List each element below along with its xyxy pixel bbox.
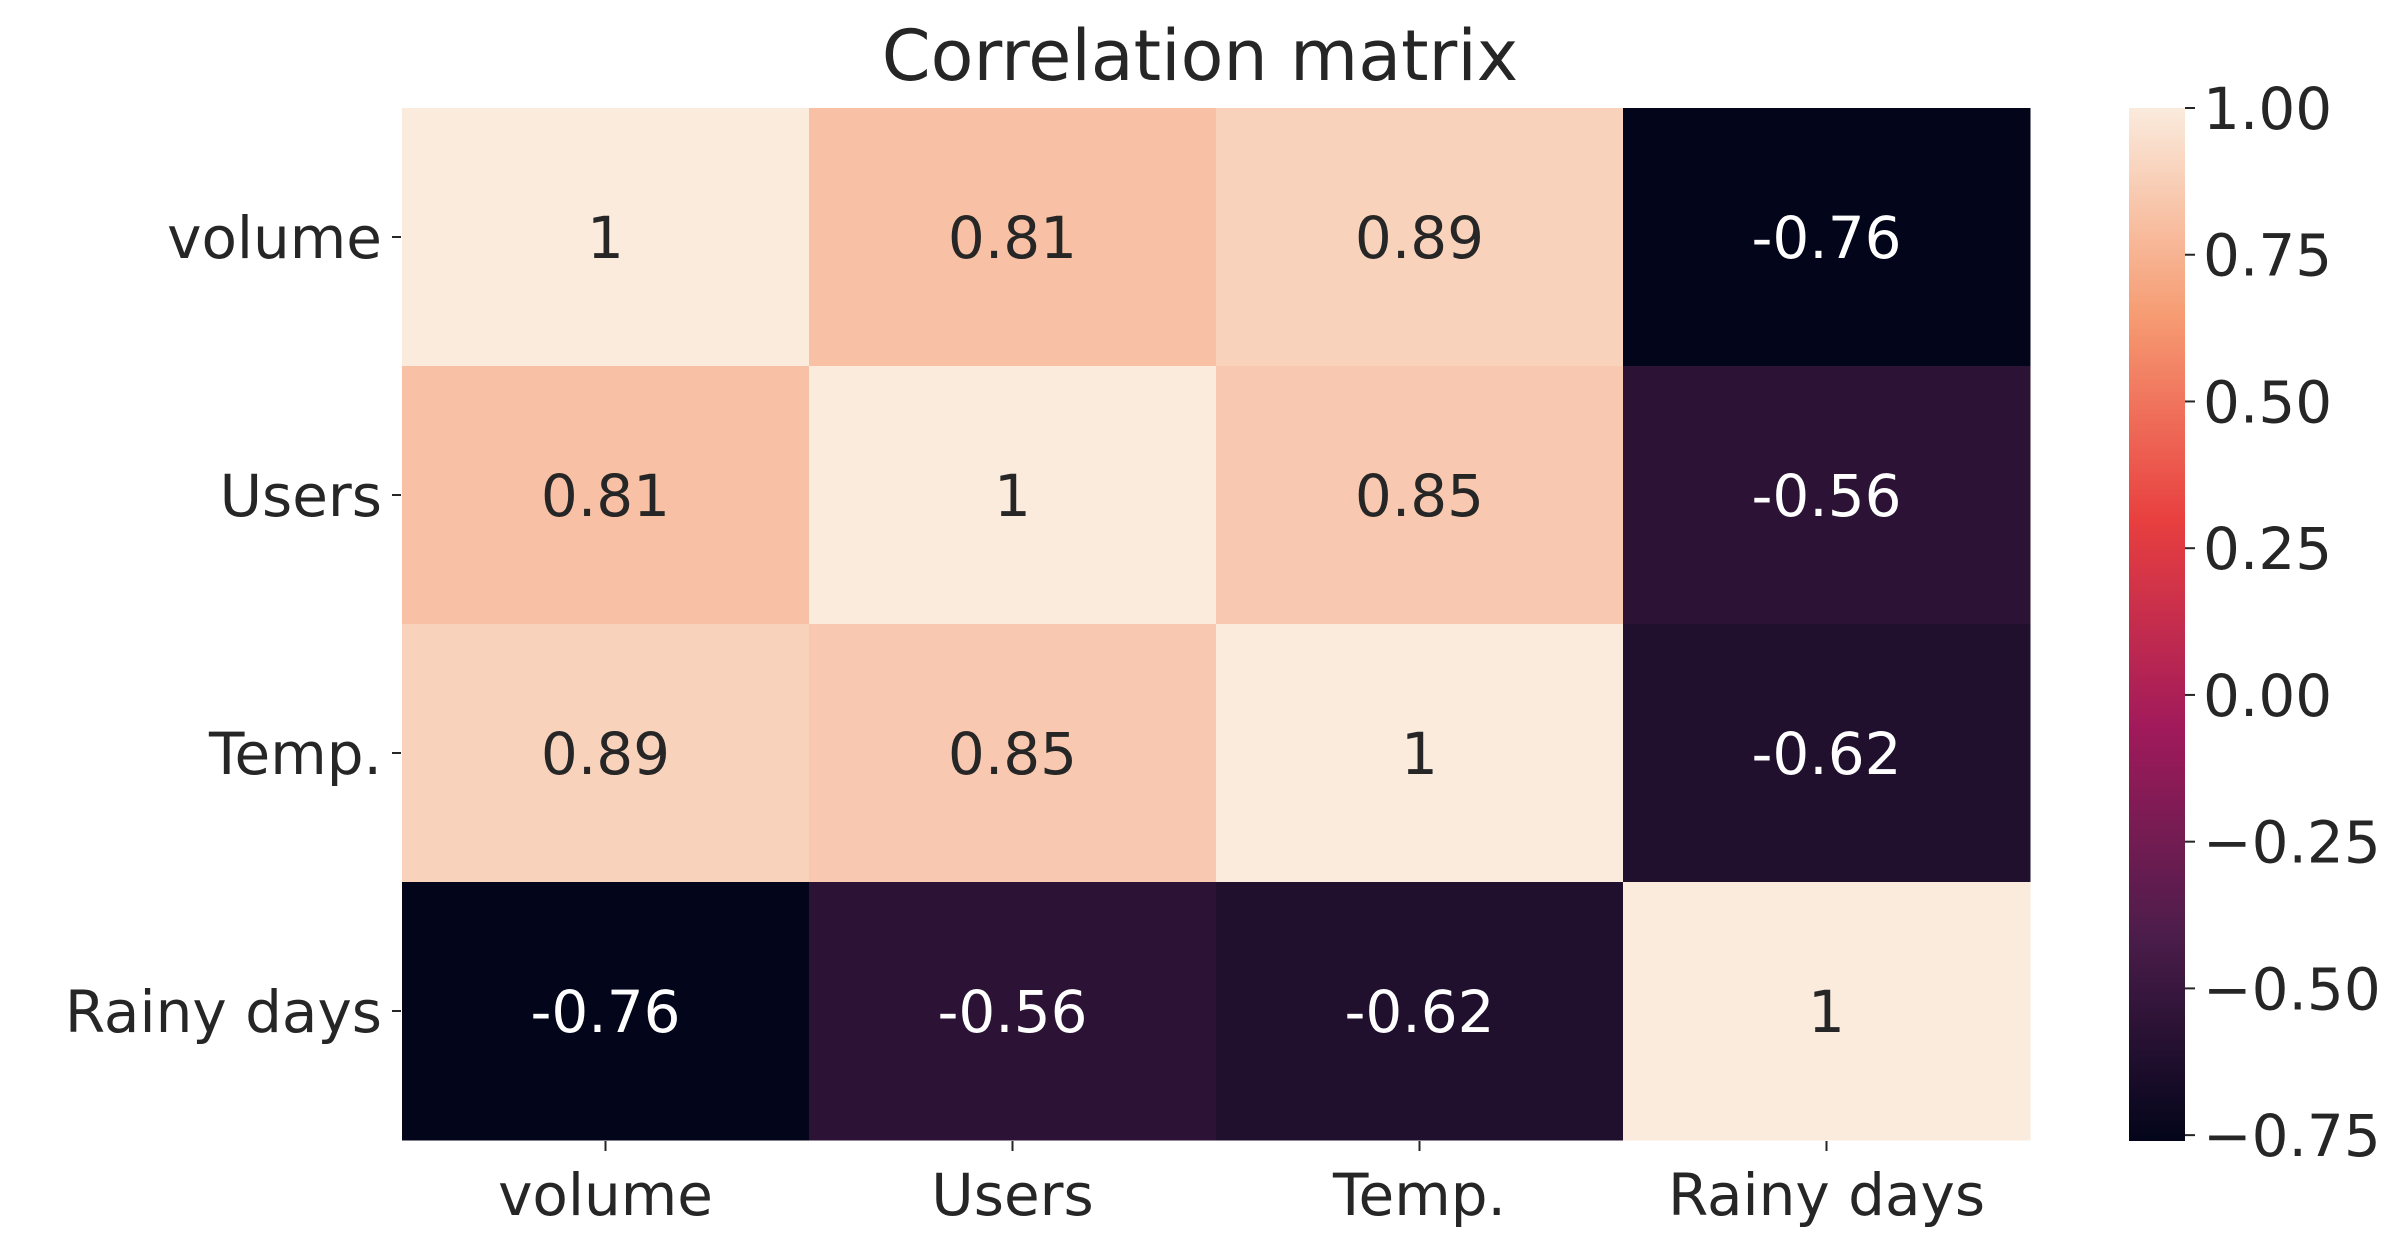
heatmap-cell <box>1216 624 1624 883</box>
heatmap-cell <box>809 882 1217 1141</box>
cell-annotation: -0.56 <box>1751 462 1901 530</box>
heatmap-cell <box>402 882 810 1141</box>
y-tick-label: Users <box>220 462 382 530</box>
cell-annotation: -0.76 <box>1751 204 1901 272</box>
y-tick-label: Temp. <box>208 720 382 788</box>
heatmap-cell <box>1623 108 2031 367</box>
chart-title: Correlation matrix <box>882 15 1518 97</box>
heatmap-cell <box>402 624 810 883</box>
colorbar-tick-label: 0.75 <box>2203 222 2332 290</box>
cell-annotation: 1 <box>1401 720 1438 788</box>
cell-annotation: 0.81 <box>948 204 1077 272</box>
colorbar-tick-label: −0.75 <box>2203 1102 2381 1170</box>
colorbar-tick-label: −0.25 <box>2203 809 2381 877</box>
y-tick-label: volume <box>167 204 382 272</box>
cell-annotation: -0.56 <box>937 978 1087 1046</box>
heatmap-cell <box>809 366 1217 625</box>
cell-annotation: 1 <box>1808 978 1845 1046</box>
x-tick-label: volume <box>498 1161 713 1229</box>
x-tick-label: Rainy days <box>1668 1161 1985 1229</box>
colorbar: 1.00 0.75 0.50 0.25 0.00 −0.25 −0.50 −0.75 <box>2129 75 2381 1170</box>
cell-annotation: 0.89 <box>541 720 670 788</box>
colorbar-tick-label: 0.00 <box>2203 662 2332 730</box>
cell-annotation: 0.81 <box>541 462 670 530</box>
cell-annotation: 0.85 <box>1355 462 1484 530</box>
cell-annotation: -0.62 <box>1344 978 1494 1046</box>
heatmap-cell <box>402 108 810 367</box>
colorbar-ticks: 1.00 0.75 0.50 0.25 0.00 −0.25 −0.50 −0.75 <box>2185 75 2381 1170</box>
heatmap-cell <box>1216 366 1624 625</box>
colorbar-tick-label: −0.50 <box>2203 955 2381 1023</box>
heatmap-cell <box>1216 108 1624 367</box>
heatmap-cell <box>402 366 810 625</box>
heatmap-cell <box>809 108 1217 367</box>
colorbar-tick-label: 0.50 <box>2203 368 2332 436</box>
cell-annotation: -0.76 <box>530 978 680 1046</box>
cell-annotation: -0.62 <box>1751 720 1901 788</box>
cell-annotation: 1 <box>994 462 1031 530</box>
heatmap-annotations: 1 0.81 0.89 -0.76 0.81 1 0.85 -0.56 0.89 0.85 1 -0.… <box>530 204 1901 1046</box>
y-axis: volume Users Temp. Rainy days <box>65 204 401 1046</box>
colorbar-tick-label: 1.00 <box>2203 75 2332 143</box>
heatmap-cell <box>1623 882 2031 1141</box>
heatmap-cell <box>1623 366 2031 625</box>
colorbar-tick-label: 0.25 <box>2203 515 2332 583</box>
x-tick-label: Users <box>931 1161 1093 1229</box>
x-axis: volume Users Temp. Rainy days <box>498 1141 1985 1229</box>
cell-annotation: 1 <box>587 204 624 272</box>
cell-annotation: 0.85 <box>948 720 1077 788</box>
y-tick-label: Rainy days <box>65 978 382 1046</box>
x-tick-label: Temp. <box>1332 1161 1506 1229</box>
heatmap-cell <box>1216 882 1624 1141</box>
heatmap-cells <box>402 108 2031 1141</box>
heatmap-cell <box>1623 624 2031 883</box>
cell-annotation: 0.89 <box>1355 204 1484 272</box>
heatmap-cell <box>809 624 1217 883</box>
colorbar-scale <box>2129 108 2185 1141</box>
